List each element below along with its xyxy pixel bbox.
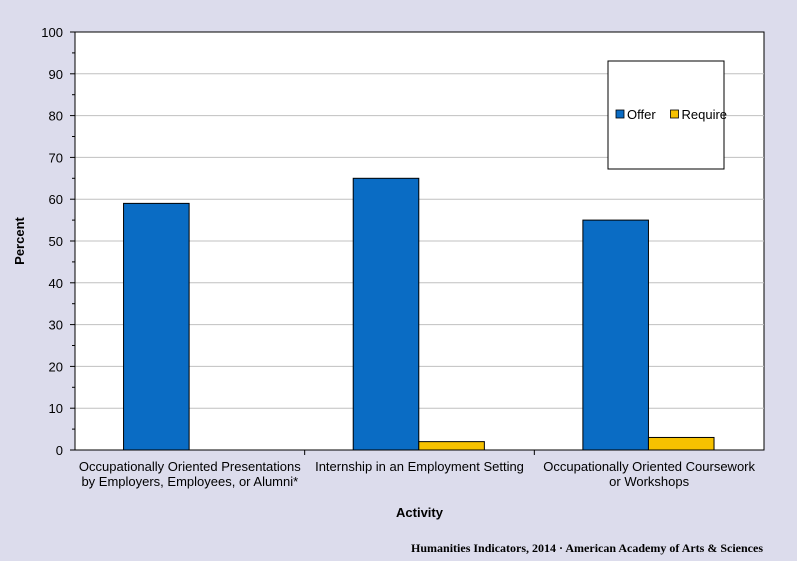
- bars: [123, 177, 715, 451]
- bar-offer-2: [352, 177, 420, 451]
- bar-require-3: [647, 436, 715, 451]
- y-tick-label: 100: [41, 25, 63, 40]
- x-axis: Occupationally Oriented Presentations by …: [79, 450, 756, 489]
- bar-require-2: [418, 441, 485, 451]
- y-tick-label: 90: [49, 67, 63, 82]
- source-credit: Humanities Indicators, 2014 · American A…: [411, 541, 763, 555]
- y-tick-label: 60: [49, 192, 63, 207]
- y-tick-label: 10: [49, 401, 63, 416]
- legend-label-offer: Offer: [627, 107, 656, 122]
- y-tick-label: 20: [49, 359, 63, 374]
- y-axis-title: Percent: [12, 216, 27, 264]
- y-tick-label: 40: [49, 276, 63, 291]
- x-axis-title: Activity: [396, 505, 444, 520]
- bar-offer-3: [582, 219, 649, 451]
- legend-swatch-offer: [615, 109, 625, 119]
- y-axis: 0 10 20 30 40 50 60 70 80 90 100: [41, 25, 76, 458]
- y-tick-label: 0: [56, 443, 63, 458]
- y-tick-label: 30: [49, 318, 63, 333]
- legend-label-require: Require: [682, 107, 728, 122]
- x-category-label: Internship in an Employment Setting: [315, 459, 524, 474]
- y-tick-label: 80: [49, 109, 63, 124]
- y-tick-label: 70: [49, 150, 63, 165]
- legend-swatch-require: [670, 109, 679, 119]
- x-category-label: Occupationally Oriented Coursework or Wor…: [543, 459, 755, 489]
- y-tick-label: 50: [49, 234, 63, 249]
- x-category-label: Occupationally Oriented Presentations by …: [79, 459, 301, 489]
- legend: Offer Require: [607, 60, 728, 170]
- legend-box: [607, 60, 725, 170]
- bar-offer-1: [123, 202, 190, 451]
